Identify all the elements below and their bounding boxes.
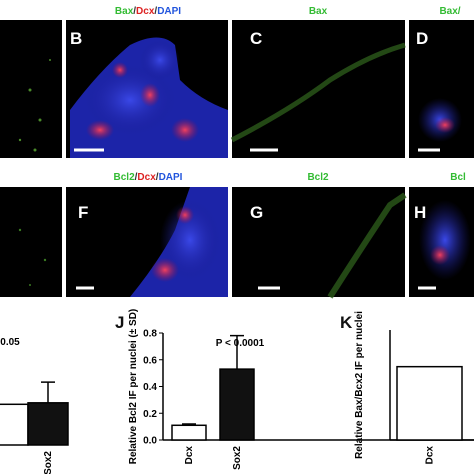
stain-part: / — [133, 6, 136, 17]
y-tick-label: 0.6 — [143, 355, 157, 366]
panel-letter: C — [250, 29, 262, 48]
stain-label: Bcl — [450, 172, 466, 183]
stain-part: Dcx — [136, 6, 155, 17]
stain-part: Bcl2 — [114, 172, 136, 183]
panel-letter: G — [250, 203, 263, 222]
bar — [171, 424, 207, 441]
stain-part: DAPI — [157, 6, 181, 17]
stain-part: Bcl — [450, 172, 466, 183]
stain-label: Bax/ — [439, 6, 460, 17]
x-tick-label: Dcx — [425, 446, 436, 465]
x-tick-label: Sox2 — [43, 451, 54, 474]
stain-part: Bax/ — [439, 6, 460, 17]
micrograph-e — [0, 187, 62, 297]
panel-letter: J — [115, 313, 124, 332]
stain-part: Bax — [309, 6, 328, 17]
error-bar — [41, 381, 55, 403]
annotation: P < 0.0001 — [216, 338, 265, 349]
y-tick-label: 0.0 — [143, 436, 157, 447]
stain-label: Bcl2/Dcx/DAPI — [114, 172, 183, 183]
y-tick-label: 0.8 — [143, 329, 157, 340]
stain-label: Bax — [309, 6, 328, 17]
panel-letter: K — [340, 313, 353, 332]
stain-part: DAPI — [159, 172, 183, 183]
stain-part: Bcl2 — [307, 172, 329, 183]
panel-letter: F — [78, 203, 88, 222]
stain-part: Dcx — [137, 172, 156, 183]
stain-part: / — [135, 172, 138, 183]
bar — [0, 403, 29, 446]
stain-part: Bax — [115, 6, 134, 17]
bar — [396, 365, 463, 441]
annotation: 0.05 — [0, 337, 20, 348]
x-tick-label: Dcx — [184, 446, 195, 465]
stain-part: / — [154, 6, 157, 17]
bar — [27, 402, 69, 446]
micrographs — [0, 20, 474, 299]
x-tick-label: Sox2 — [232, 446, 243, 470]
error-bar — [182, 423, 196, 426]
panel-letter: H — [414, 203, 426, 222]
micrograph-g — [232, 187, 405, 297]
bar — [219, 368, 255, 441]
y-axis-label: Relative Bcl2 IF per nuclei (± SD) — [128, 309, 139, 465]
panel-letter: D — [416, 29, 428, 48]
y-axis-label: Relative Bax/Bcx2 IF per nuclei — [354, 311, 365, 459]
y-tick-label: 0.2 — [143, 409, 157, 420]
panel-letter: B — [70, 29, 82, 48]
charts: 0.05 Sox2 0.0 0.2 0.4 0.6 0.8 Relative Bcl2 IF … — [0, 309, 474, 474]
y-tick-label: 0.4 — [143, 382, 157, 393]
error-bar — [230, 334, 244, 370]
stain-label: Bax/Dcx/DAPI — [115, 6, 181, 17]
stain-label: Bcl2 — [307, 172, 329, 183]
stain-part: / — [156, 172, 159, 183]
